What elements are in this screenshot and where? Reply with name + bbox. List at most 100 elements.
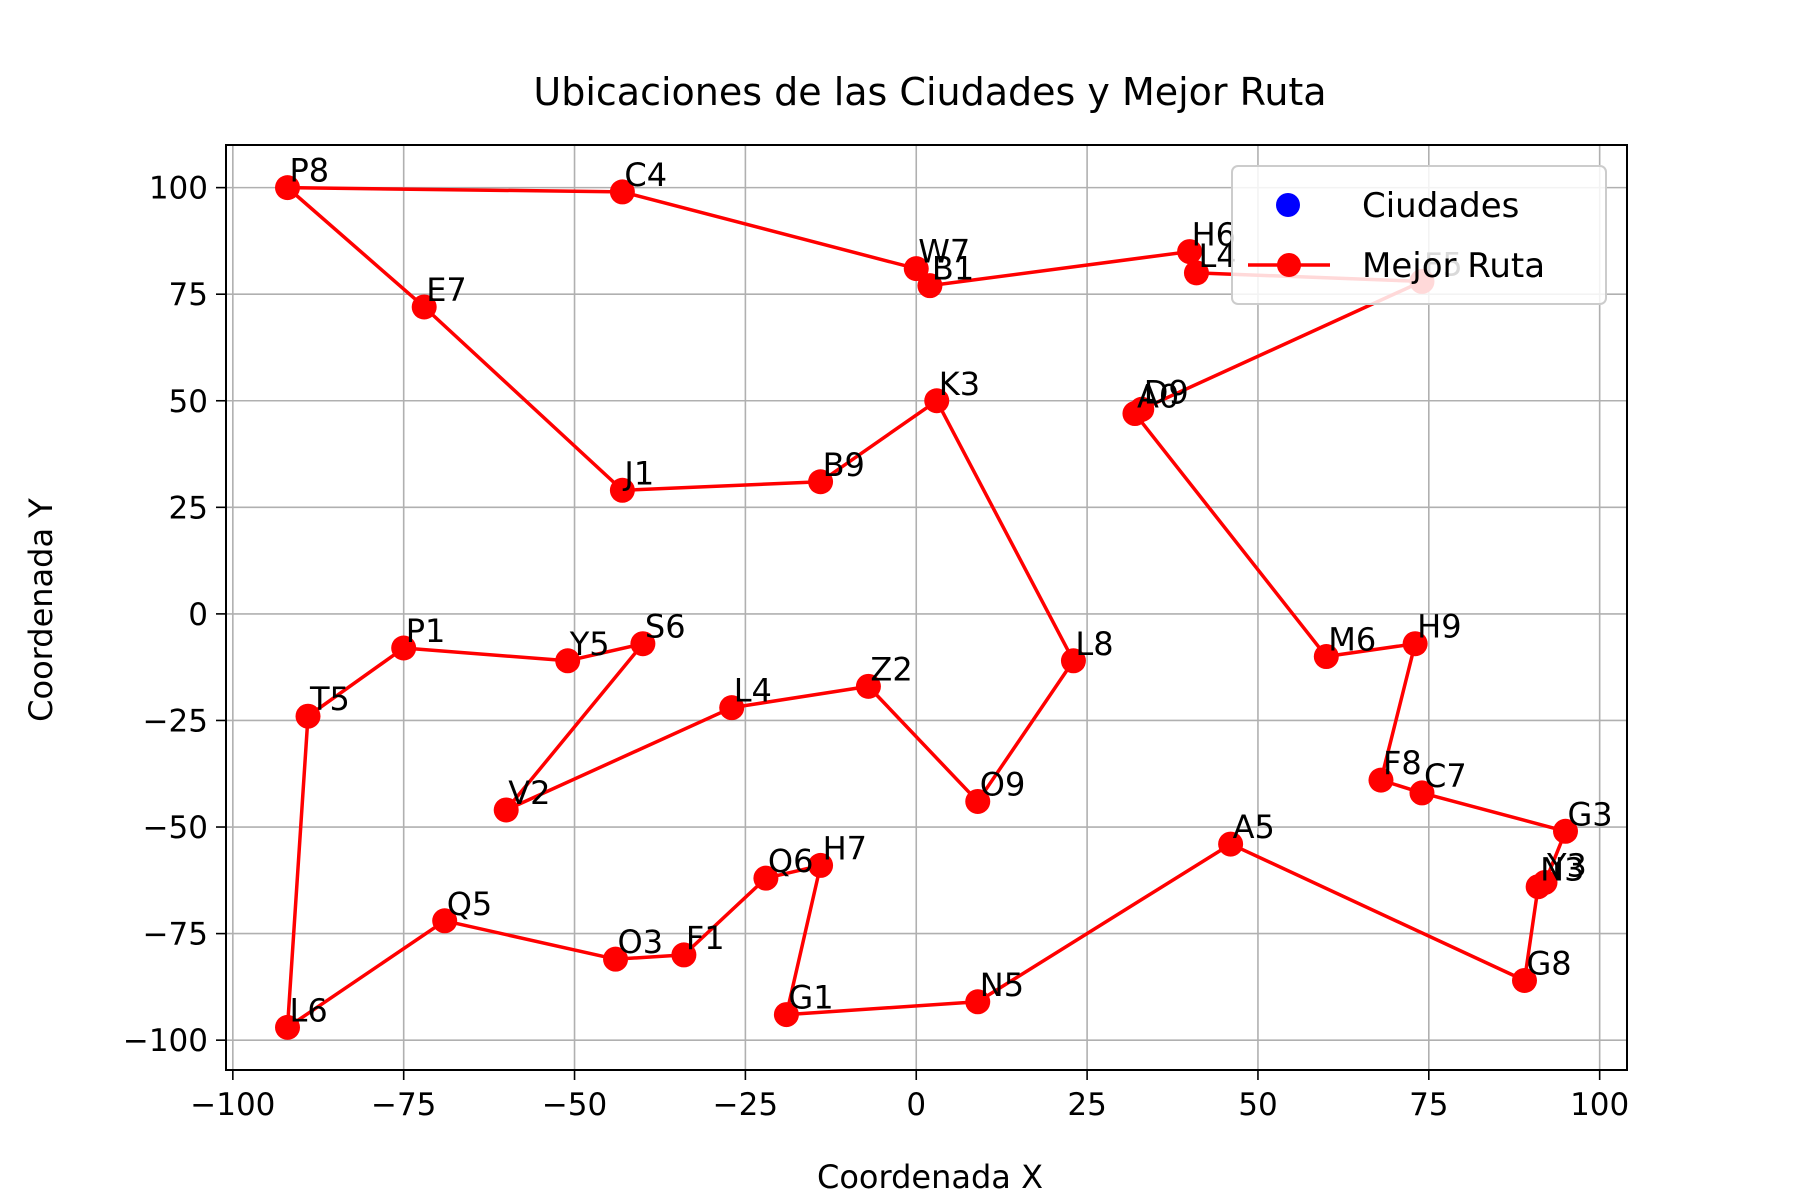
route-marker-37 <box>609 477 635 503</box>
y-axis-label: Coordenada Y <box>22 498 60 722</box>
route-marker-27 <box>391 635 417 661</box>
route-marker-28 <box>555 648 581 674</box>
city-label-22: F1 <box>686 919 725 957</box>
city-label-10: H9 <box>1417 608 1461 646</box>
route-marker-15 <box>1525 874 1551 900</box>
route-marker-34 <box>1060 648 1086 674</box>
city-label-35: K3 <box>939 365 980 403</box>
y-tick-label-8: 100 <box>149 171 208 207</box>
city-label-5: L4 <box>1198 237 1236 275</box>
city-label-7: D9 <box>1144 373 1189 411</box>
x-tick-label-0: −100 <box>190 1087 275 1123</box>
city-label-18: N5 <box>980 966 1024 1004</box>
city-label-1: C4 <box>624 156 667 194</box>
city-label-23: O3 <box>618 923 664 961</box>
x-tick-label-8: 100 <box>1570 1087 1629 1123</box>
city-label-32: Z2 <box>870 650 912 688</box>
city-label-0: P8 <box>290 152 330 190</box>
route-marker-5 <box>1183 260 1209 286</box>
y-tick-label-1: −75 <box>143 917 208 953</box>
legend-cities-marker <box>1276 193 1300 217</box>
route-marker-26 <box>295 703 321 729</box>
route-marker-0 <box>275 175 301 201</box>
city-label-19: G1 <box>788 979 833 1017</box>
city-label-8: A0 <box>1137 378 1179 416</box>
x-tick-label-2: −50 <box>542 1087 607 1123</box>
x-tick-label-3: −25 <box>713 1087 778 1123</box>
route-marker-16 <box>1511 967 1537 993</box>
city-label-15: N3 <box>1540 851 1584 889</box>
route-marker-20 <box>808 852 834 878</box>
city-label-36: B9 <box>823 446 865 484</box>
route-marker-8 <box>1122 401 1148 427</box>
x-tick-label-7: 75 <box>1409 1087 1448 1123</box>
route-marker-3 <box>917 273 943 299</box>
route-marker-4 <box>1177 239 1203 265</box>
plot-frame <box>225 144 1628 1071</box>
x-tick-label-4: 0 <box>906 1087 926 1123</box>
x-tick-label-1: −75 <box>371 1087 436 1123</box>
y-tick-label-2: −50 <box>143 810 208 846</box>
city-label-13: G3 <box>1567 795 1612 833</box>
city-label-37: J1 <box>622 454 654 492</box>
route-marker-24 <box>432 908 458 934</box>
route-marker-18 <box>965 989 991 1015</box>
city-label-17: A5 <box>1233 808 1275 846</box>
legend-box <box>1231 165 1607 305</box>
x-tick-label-5: 25 <box>1067 1087 1106 1123</box>
city-label-34: L8 <box>1075 625 1113 663</box>
route-marker-30 <box>493 797 519 823</box>
city-label-3: B1 <box>932 250 974 288</box>
chart-title: Ubicaciones de las Ciudades y Mejor Ruta <box>533 70 1326 114</box>
city-label-11: F8 <box>1383 744 1422 782</box>
route-marker-13 <box>1552 818 1578 844</box>
route-marker-21 <box>753 865 779 891</box>
route-marker-23 <box>603 946 629 972</box>
route-marker-32 <box>855 673 881 699</box>
y-tick-label-3: −25 <box>143 703 208 739</box>
route-marker-9 <box>1313 644 1339 670</box>
route-marker-36 <box>808 469 834 495</box>
city-label-30: V2 <box>508 774 550 812</box>
route-marker-31 <box>719 695 745 721</box>
city-label-27: P1 <box>406 612 446 650</box>
city-label-12: C7 <box>1424 757 1467 795</box>
city-label-14: Y3 <box>1546 846 1587 884</box>
legend-route-marker <box>1277 253 1301 277</box>
x-tick-label-6: 50 <box>1238 1087 1277 1123</box>
city-label-2: W7 <box>918 233 970 271</box>
city-label-31: L4 <box>734 672 772 710</box>
legend: Ciudades Mejor Ruta <box>1231 165 1607 305</box>
route-marker-22 <box>671 942 697 968</box>
route-marker-12 <box>1409 780 1435 806</box>
city-label-4: H6 <box>1192 216 1236 254</box>
city-label-33: O9 <box>980 765 1026 803</box>
route-marker-17 <box>1218 831 1244 857</box>
legend-cities-label: Ciudades <box>1362 186 1519 226</box>
legend-route-label: Mejor Ruta <box>1362 246 1545 286</box>
city-label-16: G8 <box>1526 944 1571 982</box>
route-marker-33 <box>965 788 991 814</box>
city-label-9: M6 <box>1328 621 1376 659</box>
city-label-29: S6 <box>645 608 686 646</box>
city-label-25: L6 <box>290 991 328 1029</box>
city-label-24: Q5 <box>447 885 493 923</box>
route-marker-11 <box>1368 767 1394 793</box>
route-marker-35 <box>924 388 950 414</box>
route-marker-38 <box>411 294 437 320</box>
y-tick-label-4: 0 <box>188 597 208 633</box>
plot-area: −100 −75 −50 −25 0 25 50 75 100 −100 −75 −50 −25 0 25 5… <box>123 144 1629 1123</box>
y-tick-label-7: 75 <box>169 277 208 313</box>
route-marker-1 <box>609 179 635 205</box>
y-tick-label-5: 25 <box>169 490 208 526</box>
route-marker-19 <box>773 1002 799 1028</box>
route-marker-25 <box>275 1014 301 1040</box>
city-label-26: T5 <box>309 680 350 718</box>
route-marker-29 <box>630 631 656 657</box>
route-marker-10 <box>1402 631 1428 657</box>
city-label-38: E7 <box>426 271 467 309</box>
city-label-28: Y5 <box>569 625 610 663</box>
route-line <box>285 185 1568 1030</box>
y-tick-label-0: −100 <box>123 1023 208 1059</box>
